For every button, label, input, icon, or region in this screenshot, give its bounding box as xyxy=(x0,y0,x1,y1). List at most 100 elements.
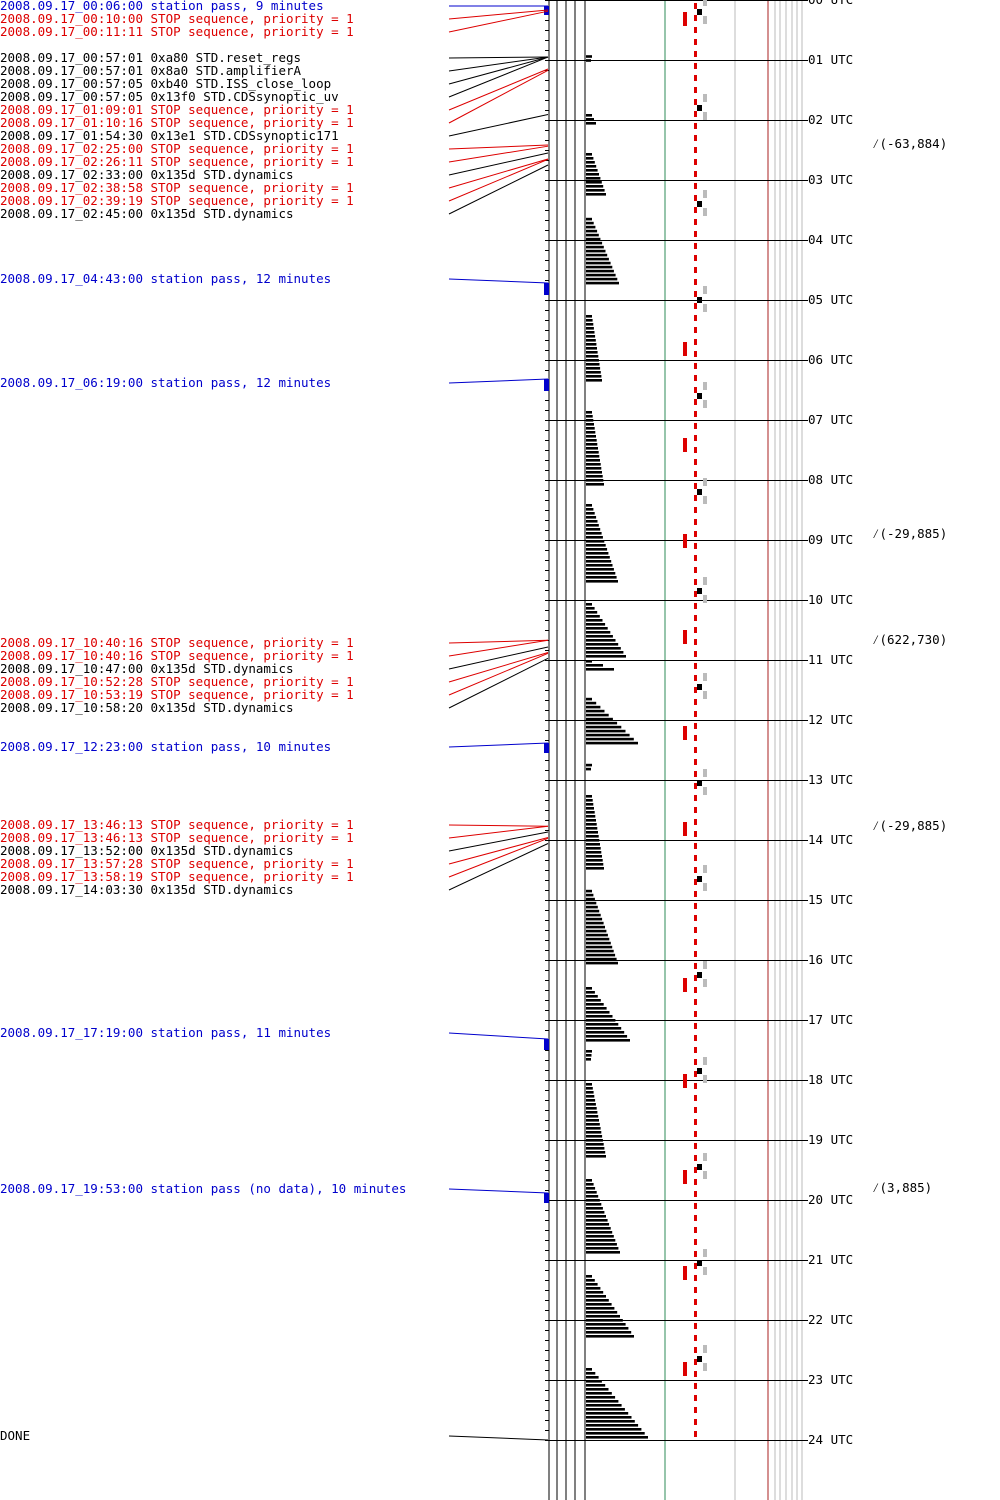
gray-mark xyxy=(703,382,707,390)
red-dash xyxy=(694,399,697,405)
red-dash xyxy=(694,987,697,993)
red-dash xyxy=(694,531,697,537)
event-leader xyxy=(448,657,549,709)
sequence-bar xyxy=(586,339,596,342)
sequence-bar xyxy=(586,1127,601,1130)
sequence-bar xyxy=(586,867,604,870)
sequence-bar xyxy=(586,277,618,281)
red-dash xyxy=(694,579,697,585)
sequence-bar xyxy=(586,1372,596,1375)
event-label-pass: 2008.09.17_12:23:00 station pass, 10 min… xyxy=(0,739,331,754)
red-dash xyxy=(694,1143,697,1149)
red-dash xyxy=(694,807,697,813)
sequence-bar xyxy=(586,331,595,334)
event-label-stop: 2008.09.17_02:25:00 STOP sequence, prior… xyxy=(0,141,354,156)
sequence-bar xyxy=(586,1247,619,1250)
sequence-bar xyxy=(586,1251,620,1254)
black-mark xyxy=(697,876,702,882)
event-leader xyxy=(448,378,549,384)
red-dash xyxy=(694,1203,697,1209)
red-dash xyxy=(694,1131,697,1137)
sequence-bar xyxy=(586,1331,632,1334)
sequence-bar xyxy=(586,189,605,192)
red-dash xyxy=(694,879,697,885)
sequence-bar xyxy=(586,193,606,196)
red-dash xyxy=(694,219,697,225)
hour-label: 11 UTC xyxy=(808,652,853,667)
red-dash xyxy=(694,111,697,117)
sequence-bar xyxy=(586,552,609,555)
event-leader xyxy=(448,164,549,215)
red-dash xyxy=(694,27,697,33)
event-label-pass: 2008.09.17_19:53:00 station pass (no dat… xyxy=(0,1181,406,1196)
sequence-bar xyxy=(586,1392,612,1395)
sequence-bar xyxy=(586,556,610,559)
sequence-bar xyxy=(586,479,604,482)
sequence-bar xyxy=(586,839,600,842)
pointing-label: ⁄(-63,884) xyxy=(872,136,947,151)
red-dash xyxy=(694,519,697,525)
sequence-bar xyxy=(586,945,613,949)
sequence-bar xyxy=(586,795,592,798)
hour-label: 23 UTC xyxy=(808,1372,853,1387)
hour-label: 08 UTC xyxy=(808,472,853,487)
gray-mark xyxy=(703,94,707,102)
sequence-bar xyxy=(586,1027,622,1030)
event-label-stop: 2008.09.17_13:58:19 STOP sequence, prior… xyxy=(0,869,354,884)
red-dash xyxy=(694,1119,697,1125)
event-leader xyxy=(448,843,549,891)
sequence-bar xyxy=(586,1054,592,1057)
sequence-bar xyxy=(586,435,596,438)
sequence-bar xyxy=(586,819,596,822)
sequence-bar xyxy=(586,423,594,426)
sequence-bar xyxy=(586,508,594,511)
event-label-stop: 2008.09.17_10:40:16 STOP sequence, prior… xyxy=(0,648,354,663)
sequence-bar xyxy=(586,1368,592,1371)
hour-label: 03 UTC xyxy=(808,172,853,187)
sequence-bar xyxy=(586,371,601,374)
sequence-bar xyxy=(586,181,602,184)
red-dash xyxy=(694,759,697,765)
red-dash xyxy=(694,99,697,105)
event-leader xyxy=(448,836,549,865)
sequence-bar xyxy=(586,1235,614,1238)
black-mark xyxy=(697,9,702,15)
red-dash xyxy=(694,1251,697,1257)
sequence-bar xyxy=(586,1119,599,1122)
sequence-bar xyxy=(586,459,600,462)
red-dash xyxy=(694,1407,697,1413)
red-dash xyxy=(694,1107,697,1113)
red-dash xyxy=(694,999,697,1005)
sequence-bar xyxy=(586,807,594,810)
gray-mark xyxy=(703,1249,707,1257)
sequence-bar xyxy=(586,831,598,834)
red-block xyxy=(683,978,687,992)
event-label-stop: 2008.09.17_01:10:16 STOP sequence, prior… xyxy=(0,115,354,130)
red-dash xyxy=(694,675,697,681)
sequence-bar xyxy=(586,1203,602,1206)
red-dash xyxy=(694,1275,697,1281)
red-dash xyxy=(694,279,697,285)
sequence-bar xyxy=(586,635,613,638)
sequence-bar xyxy=(586,889,592,893)
red-block xyxy=(683,1266,687,1280)
gray-mark xyxy=(703,208,707,216)
station-pass-bar xyxy=(544,742,549,753)
red-dash xyxy=(694,1047,697,1053)
red-block xyxy=(683,534,687,548)
red-dash xyxy=(694,483,697,489)
sequence-bar xyxy=(586,245,604,249)
red-dash xyxy=(694,771,697,777)
red-dash xyxy=(694,831,697,837)
red-dash xyxy=(694,327,697,333)
sequence-bar xyxy=(586,893,594,897)
sequence-bar xyxy=(586,847,601,850)
sequence-bar xyxy=(586,1019,616,1022)
red-dash xyxy=(694,1083,697,1089)
red-block xyxy=(683,726,687,740)
sequence-bar xyxy=(586,701,597,705)
red-dash xyxy=(694,387,697,393)
gray-mark xyxy=(703,496,707,504)
sequence-bar xyxy=(586,827,598,830)
event-leader xyxy=(448,831,549,852)
